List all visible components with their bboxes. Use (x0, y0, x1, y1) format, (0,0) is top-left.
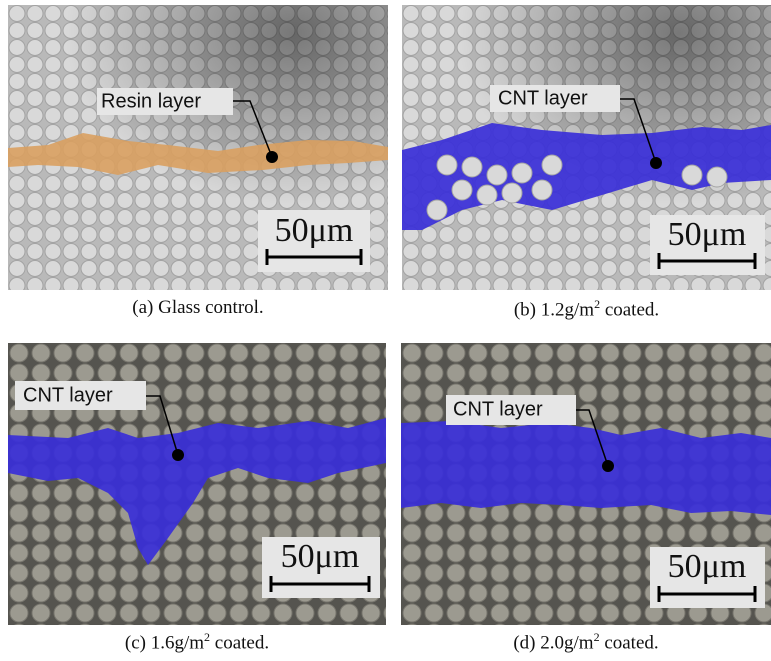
caption-tag: (b) (514, 299, 536, 320)
caption-rest: coated. (605, 299, 659, 320)
caption: (c) 1.6g/m2 coated. (8, 630, 386, 654)
layer-label: Resin layer (101, 90, 201, 112)
caption-tag: (d) (513, 632, 535, 653)
caption-tag: (c) (125, 632, 146, 653)
micrograph: Resin layer 50μm (8, 5, 388, 290)
caption-text: Glass control. (158, 297, 264, 318)
caption-rest: coated. (215, 632, 269, 653)
layer-label: CNT layer (23, 384, 113, 406)
caption-sup: 2 (594, 297, 600, 311)
caption-sup: 2 (594, 630, 600, 644)
layer-label: CNT layer (498, 87, 588, 109)
caption-text: 1.2g/m (541, 299, 594, 320)
layer-label: CNT layer (453, 398, 543, 420)
micrograph: CNT layer 50μm (401, 343, 771, 625)
leader-dot (602, 460, 614, 472)
scale-text: 50μm (668, 548, 747, 585)
caption-text: 1.6g/m (151, 632, 204, 653)
leader-dot (172, 449, 184, 461)
caption: (a) Glass control. (8, 297, 388, 319)
caption: (d) 2.0g/m2 coated. (401, 630, 771, 654)
caption-tag: (a) (132, 297, 153, 318)
caption-sup: 2 (204, 630, 210, 644)
leader-dot (650, 157, 662, 169)
micrograph: CNT layer 50μm (402, 5, 771, 290)
figure: {"panels": [ {"label": "Resin layer", "s… (0, 0, 771, 661)
leader-dot (266, 151, 278, 163)
micrograph: CNT layer 50μm (8, 343, 386, 625)
caption: (b) 1.2g/m2 coated. (402, 297, 771, 321)
scale-text: 50μm (281, 538, 360, 575)
scale-text: 50μm (668, 216, 747, 253)
scale-text: 50μm (275, 212, 354, 249)
caption-rest: coated. (604, 632, 658, 653)
caption-text: 2.0g/m (540, 632, 593, 653)
